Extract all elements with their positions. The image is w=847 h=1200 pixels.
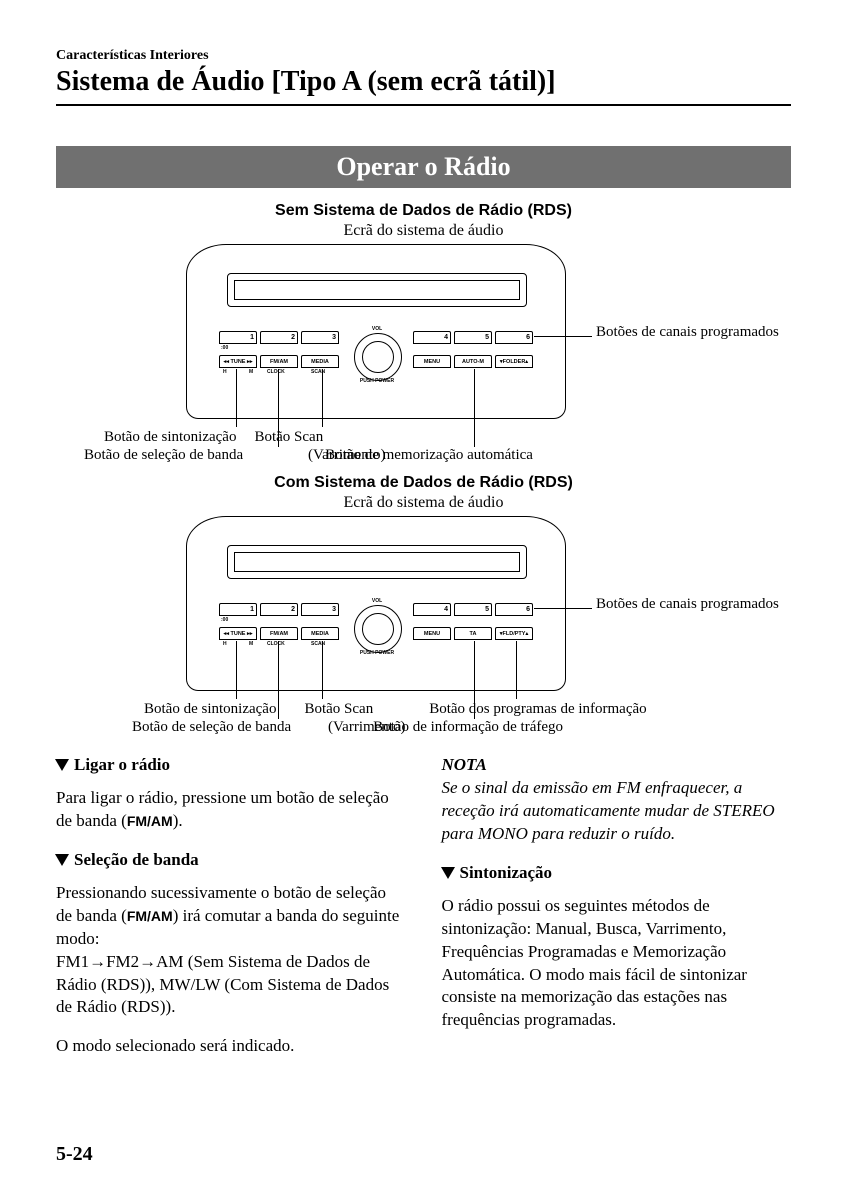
callout-presets-2: Botões de canais programados (596, 596, 779, 613)
para-sint: O rádio possui os seguintes métodos de s… (442, 895, 792, 1033)
para-modo: O modo selecionado será indicado. (56, 1035, 406, 1058)
section-banner: Operar o Rádio (56, 146, 791, 188)
preset-3: 3 (301, 331, 339, 344)
diagram-with-rds: Com Sistema de Dados de Rádio (RDS) Ecrã… (56, 474, 791, 736)
callout-pty: Botão dos programas de informação (429, 700, 646, 718)
right-column: NOTA Se o sinal da emissão em FM enfraqu… (442, 754, 792, 1074)
fmam-button: FM/AM (260, 627, 298, 640)
label-h: H (223, 641, 227, 647)
preset-5: 5 (454, 603, 492, 616)
preset-5: 5 (454, 331, 492, 344)
label-00: :00 (221, 345, 228, 351)
folder-button: ▾FOLDER▴ (495, 355, 533, 368)
func-row-left: ◂◂ TUNE ▸▸ FM/AM MEDIA (219, 355, 339, 368)
fmam-button: FM/AM (260, 355, 298, 368)
callout-band: Botão de seleção de banda (84, 446, 243, 464)
preset-1: 1 (219, 603, 257, 616)
autom-button: AUTO-M (454, 355, 492, 368)
body-columns: Ligar o rádio Para ligar o rádio, pressi… (56, 754, 791, 1074)
preset-1: 1 (219, 331, 257, 344)
callout-band-2: Botão de seleção de banda (132, 718, 291, 736)
callout-presets: Botões de canais programados (596, 324, 779, 341)
text: FM1→FM2→AM (Sem Sistema de Dados de Rádi… (56, 952, 389, 1017)
subhead-ligar-text: Ligar o rádio (74, 754, 170, 777)
diagram-no-rds: Sem Sistema de Dados de Rádio (RDS) Ecrã… (56, 202, 791, 464)
callout-ta: Botão de informação de tráfego (373, 718, 563, 736)
preset-2: 2 (260, 331, 298, 344)
preset-4: 4 (413, 331, 451, 344)
diagram2-subtitle: Ecrã do sistema de áudio (56, 494, 791, 512)
callout-scan-2: Botão Scan (304, 700, 373, 718)
label-clock: CLOCK (267, 369, 285, 375)
subhead-sint: Sintonização (442, 862, 792, 885)
volume-knob: VOL PUSH POWER (354, 330, 400, 376)
tune-button: ◂◂ TUNE ▸▸ (219, 627, 257, 640)
menu-button: MENU (413, 627, 451, 640)
radio-unit: 1 2 3 4 5 6 :00 ◂◂ TUNE ▸▸ FM/AM MEDIA M… (186, 244, 566, 419)
para-ligar: Para ligar o rádio, pressione um botão d… (56, 787, 406, 833)
label-vol: VOL (354, 326, 400, 332)
label-push: PUSH POWER (344, 650, 410, 656)
subhead-banda: Seleção de banda (56, 849, 406, 872)
subhead-sint-text: Sintonização (460, 862, 553, 885)
preset-row-right: 4 5 6 (413, 331, 533, 344)
preset-2: 2 (260, 603, 298, 616)
preset-4: 4 (413, 603, 451, 616)
para-banda: Pressionando sucessivamente o botão de s… (56, 882, 406, 1020)
tune-button: ◂◂ TUNE ▸▸ (219, 355, 257, 368)
label-clock: CLOCK (267, 641, 285, 647)
preset-6: 6 (495, 603, 533, 616)
triangle-icon (55, 854, 69, 866)
diagram1-subtitle: Ecrã do sistema de áudio (56, 222, 791, 240)
label-m: M (249, 369, 253, 375)
fmam-label: FM/AM (127, 813, 173, 829)
label-00: :00 (221, 617, 228, 623)
diagram1-title: Sem Sistema de Dados de Rádio (RDS) (56, 202, 791, 220)
label-scan: SCAN (311, 641, 325, 647)
label-scan: SCAN (311, 369, 325, 375)
ta-button: TA (454, 627, 492, 640)
callout-tune-2: Botão de sintonização (144, 700, 276, 718)
label-push: PUSH POWER (344, 378, 410, 384)
preset-row-left: 1 2 3 (219, 331, 339, 344)
media-button: MEDIA (301, 627, 339, 640)
breadcrumb: Características Interiores (56, 48, 791, 64)
label-h: H (223, 369, 227, 375)
left-column: Ligar o rádio Para ligar o rádio, pressi… (56, 754, 406, 1074)
page-number: 5-24 (56, 1143, 93, 1166)
fmam-label: FM/AM (127, 908, 173, 924)
diagram2-title: Com Sistema de Dados de Rádio (RDS) (56, 474, 791, 492)
subhead-ligar: Ligar o rádio (56, 754, 406, 777)
text: ). (173, 811, 183, 830)
volume-knob-2: VOL PUSH POWER (354, 602, 400, 648)
radio-unit-2: 1 2 3 4 5 6 :00 ◂◂ TUNE ▸▸ FM/AM MEDIA M… (186, 516, 566, 691)
preset-6: 6 (495, 331, 533, 344)
media-button: MEDIA (301, 355, 339, 368)
triangle-icon (55, 759, 69, 771)
radio-screen-2 (227, 545, 527, 579)
text: Para ligar o rádio, pressione um botão d… (56, 788, 389, 830)
label-m: M (249, 641, 253, 647)
preset-3: 3 (301, 603, 339, 616)
label-vol: VOL (354, 598, 400, 604)
func-row-right: MENU AUTO-M ▾FOLDER▴ (413, 355, 533, 368)
radio-screen (227, 273, 527, 307)
triangle-icon (441, 867, 455, 879)
menu-button: MENU (413, 355, 451, 368)
nota-title: NOTA (442, 754, 792, 777)
nota-body: Se o sinal da emissão em FM enfraquecer,… (442, 777, 792, 846)
callout-scan: Botão Scan (254, 428, 323, 446)
callout-tune: Botão de sintonização (104, 428, 236, 446)
subhead-banda-text: Seleção de banda (74, 849, 199, 872)
fldpty-button: ▾FLD/PTY▴ (495, 627, 533, 640)
page-title: Sistema de Áudio [Tipo A (sem ecrã tátil… (56, 66, 791, 106)
callout-autom: Botão de memorização automática (325, 446, 533, 464)
